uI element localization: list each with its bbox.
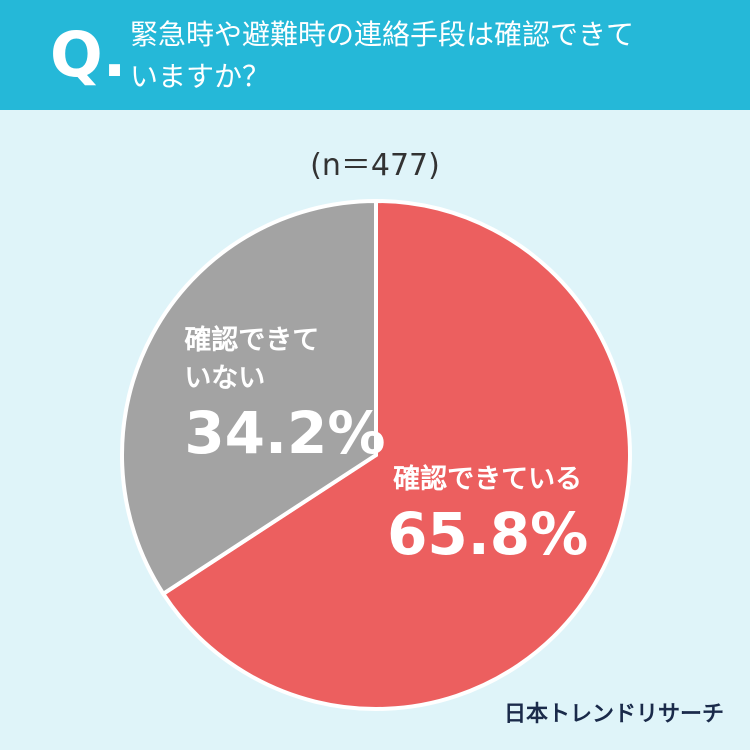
header-bar <box>0 0 750 110</box>
value-label: 34.2% <box>184 398 386 467</box>
slice-label: 確認できている 65.8% <box>358 461 618 569</box>
pie-slice <box>120 198 378 597</box>
category-label: 確認できていない <box>184 324 320 394</box>
chart-subtitle: (n＝477) <box>310 148 440 183</box>
chart-title: 緊急時や避難時の連絡手段は確認できていますか？ <box>130 18 635 93</box>
slice-label: 確認できていない 34.2% <box>184 322 386 468</box>
value-label: 65.8% <box>387 500 589 569</box>
question-label: Q. <box>50 18 127 91</box>
category-label: 確認できている <box>393 464 583 496</box>
source: 日本トレンドリサーチ <box>503 702 724 727</box>
pie-slice <box>160 198 632 711</box>
